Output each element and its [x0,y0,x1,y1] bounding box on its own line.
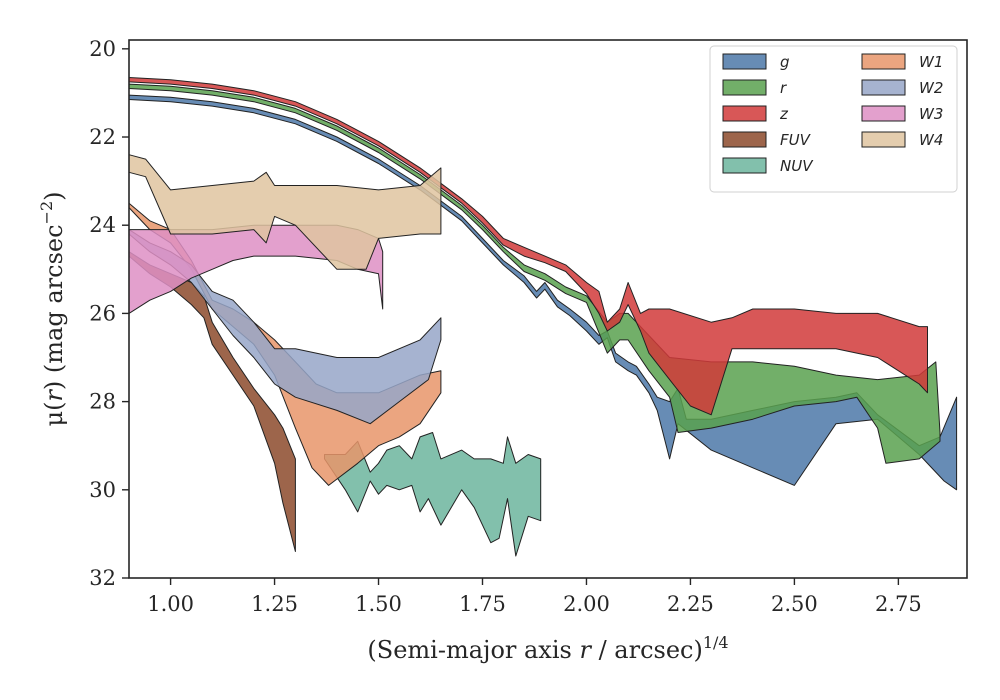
legend: grz FUV NUV W1 W2 W3 W4 [709,45,958,193]
legend-label-nuv: NUV [780,157,814,175]
band-z [128,77,928,416]
band-g [128,94,958,491]
x-axis-label: (Semi-major axis r / arcsec)1/4 [367,633,728,664]
x-axis-label-main: (Semi-major axis [367,636,579,664]
legend-label-w2: W2 [919,79,943,97]
legend-label-w1: W1 [919,53,943,71]
legend-label-w3: W3 [919,105,943,123]
y-axis-label: μ(r) (mag arcsec−2) [37,191,68,426]
y-tick-label: 30 [89,478,116,502]
x-axis: 1.00 1.25 1.50 1.75 2.00 2.25 2.50 2.75 [147,578,922,616]
legend-label-g: g [780,53,790,71]
x-tick-label: 1.50 [355,592,402,616]
legend-label-r: r [780,79,787,97]
band-nuv [324,432,542,557]
y-axis-label-var: r [40,389,68,402]
y-tick-label: 26 [89,301,116,325]
x-tick-label: 1.75 [459,592,506,616]
surface-brightness-bands [128,77,958,557]
y-tick-label: 32 [89,566,116,590]
y-tick-label: 20 [89,37,116,61]
y-tick-label: 22 [89,125,116,149]
x-tick-label: 2.00 [563,592,610,616]
legend-swatch-z [722,105,767,122]
legend-swatch-w2 [861,79,906,96]
legend-swatch-nuv [722,157,767,174]
plot-frame [128,39,968,579]
band-r [128,83,941,464]
legend-swatch-r [722,79,767,96]
legend-swatch-w1 [861,53,906,70]
legend-swatch-w4 [861,131,906,148]
x-tick-label: 2.25 [667,592,714,616]
legend-label-fuv: FUV [780,131,812,149]
legend-swatch-w3 [861,105,906,122]
y-tick-label: 24 [89,213,116,237]
band-w2 [128,229,442,425]
y-tick-label: 28 [89,390,116,414]
x-tick-label: 1.25 [251,592,298,616]
legend-label-w4: W4 [919,131,943,149]
y-axis-label-exponent: −2 [37,201,56,225]
x-axis-label-mid: / arcsec) [591,636,703,664]
legend-label-z: z [779,105,789,123]
y-axis-label-mu: μ( [40,402,68,427]
y-axis-label-main: ) (mag arcsec [40,224,68,390]
y-axis-label-end: ) [40,191,68,200]
legend-swatch-fuv [722,131,767,148]
y-axis: 20 22 24 26 28 30 32 [89,37,129,590]
x-tick-label: 2.75 [875,592,922,616]
x-tick-label: 2.50 [771,592,818,616]
legend-swatch-g [722,53,767,70]
x-axis-label-var: r [579,636,592,664]
x-axis-label-exponent: 1/4 [703,633,729,652]
x-tick-label: 1.00 [147,592,194,616]
band-w4 [128,154,442,270]
